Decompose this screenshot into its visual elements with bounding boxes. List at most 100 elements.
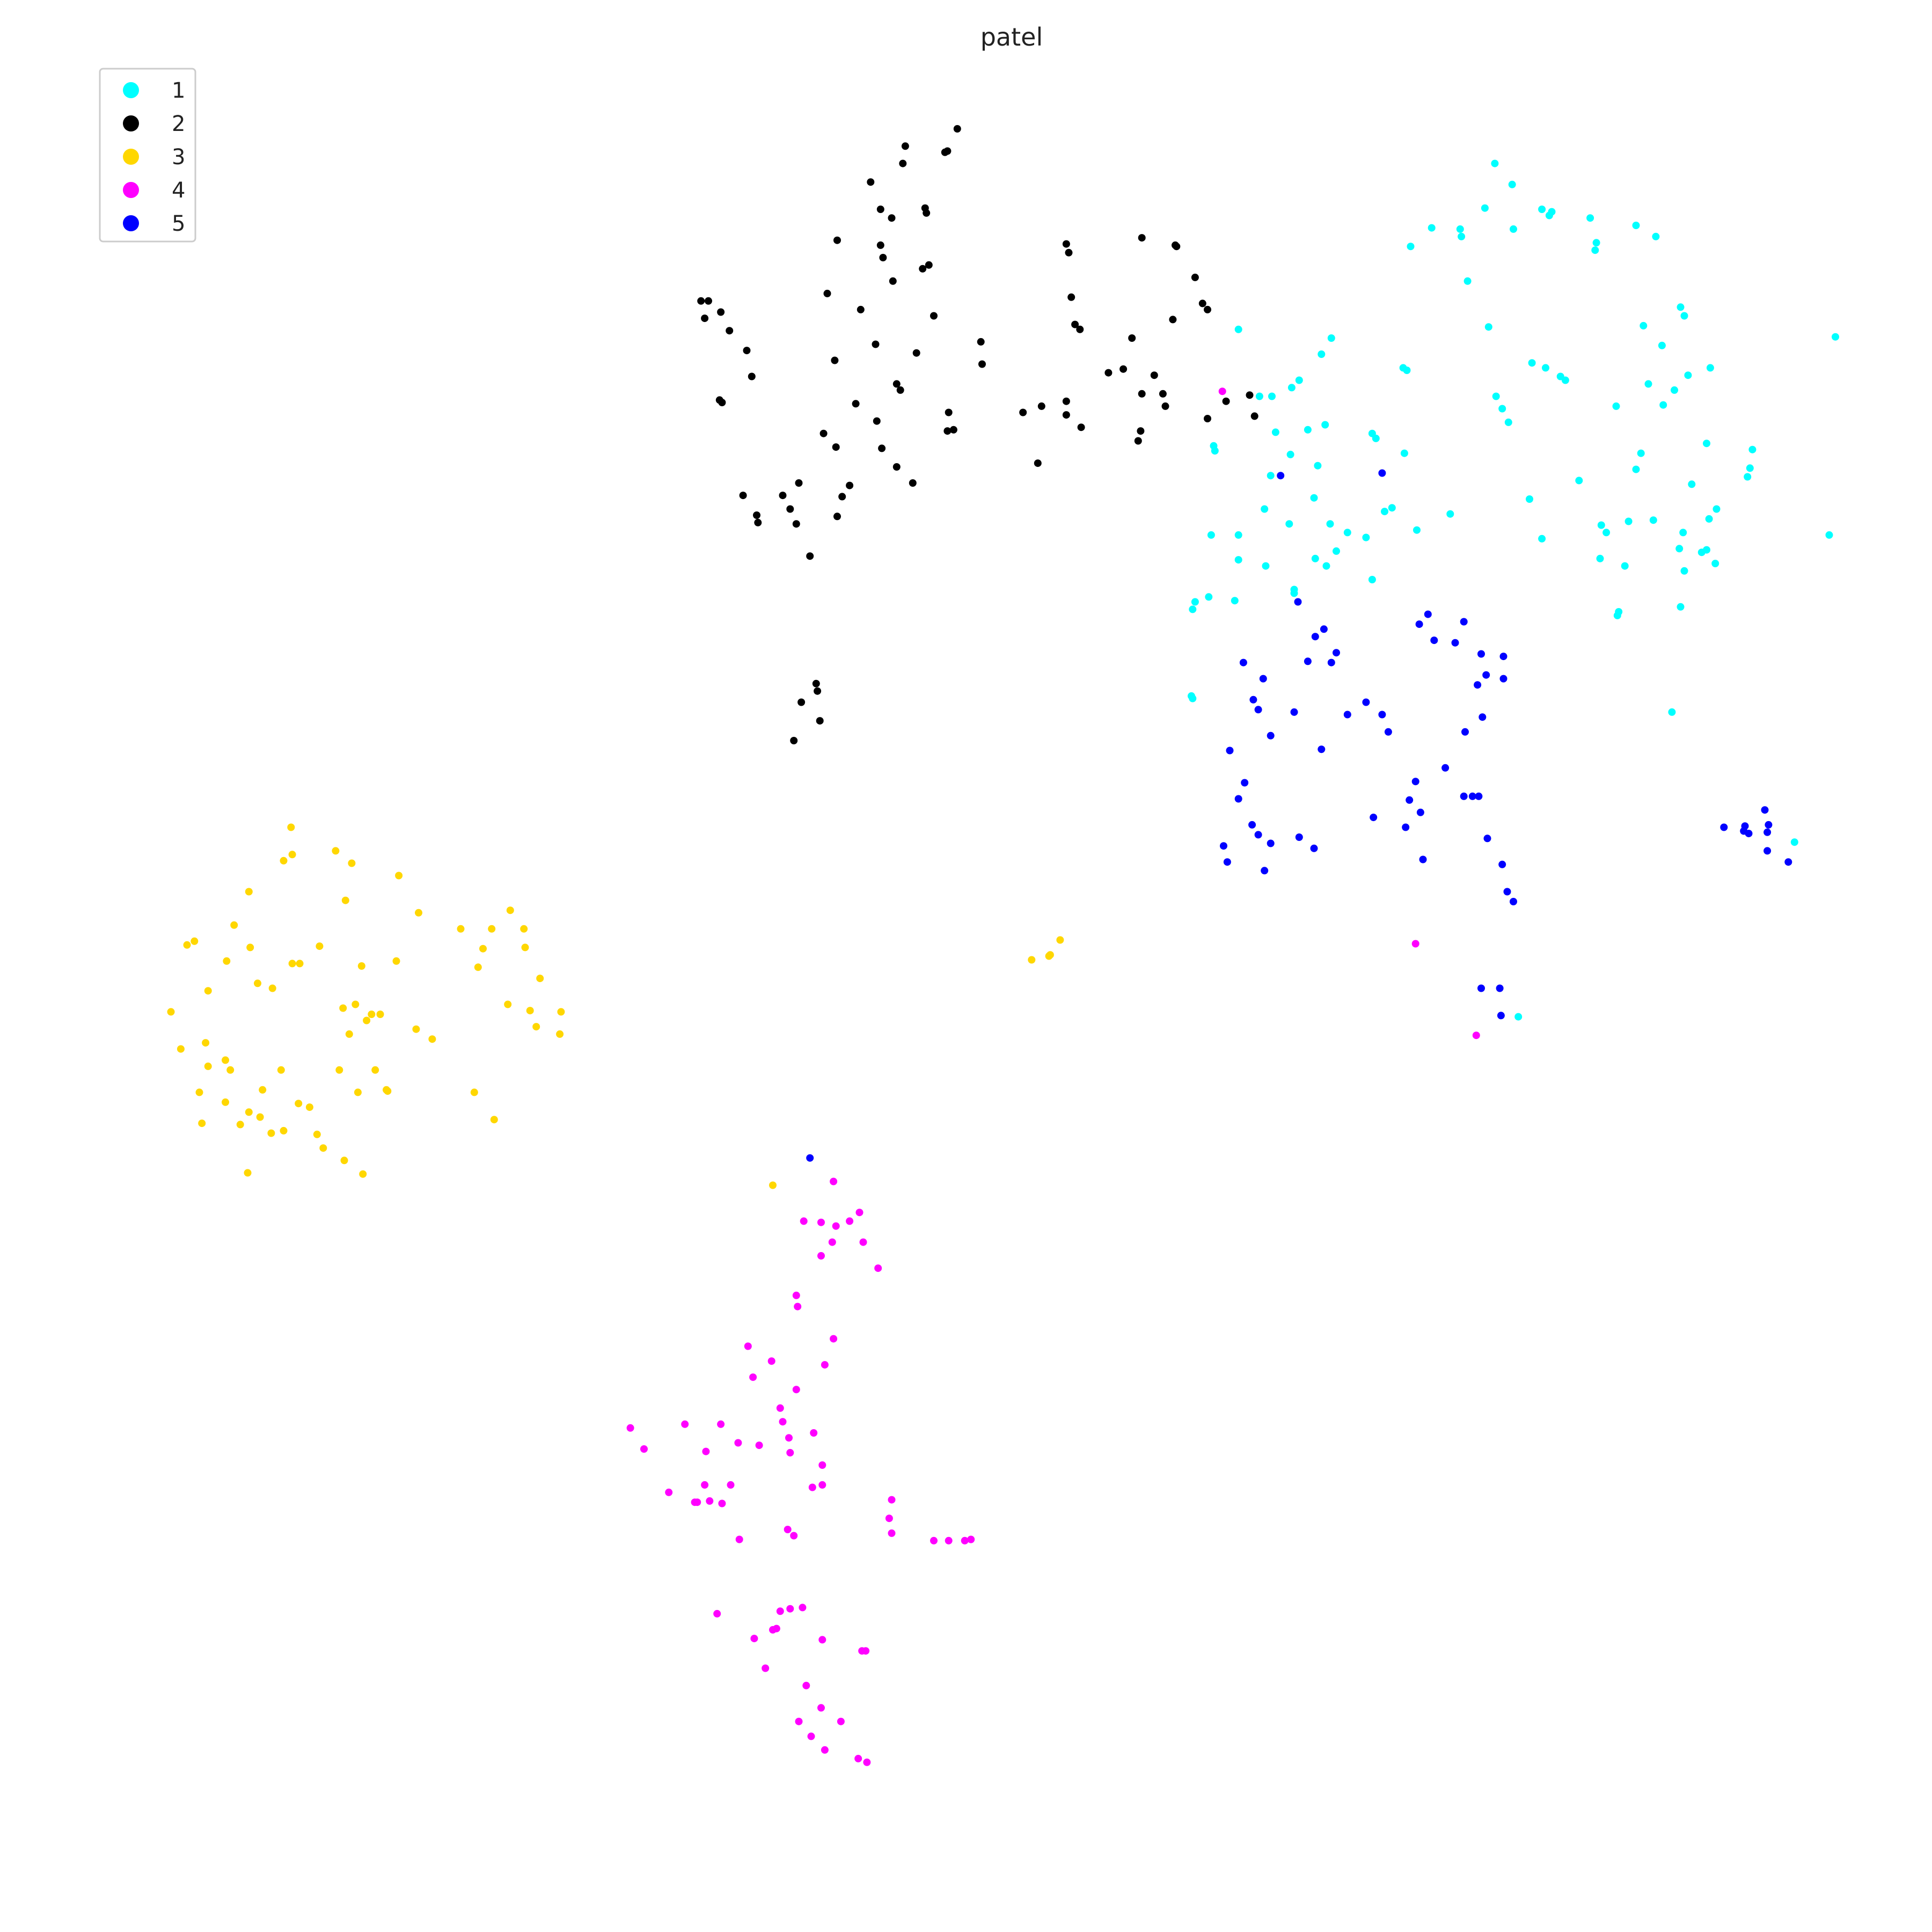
point-series-2 (1062, 397, 1070, 405)
point-series-4 (755, 1441, 763, 1450)
point-series-1 (1705, 515, 1713, 523)
point-series-3 (488, 925, 496, 933)
point-series-4 (786, 1448, 794, 1457)
point-series-3 (288, 851, 296, 859)
point-series-1 (1624, 517, 1633, 525)
point-series-1 (1191, 598, 1199, 606)
point-series-1 (1591, 246, 1599, 254)
point-series-3 (532, 1023, 540, 1031)
point-series-4 (810, 1429, 818, 1437)
point-series-4 (818, 1636, 826, 1644)
point-series-4 (888, 1496, 896, 1504)
point-series-1 (1400, 449, 1408, 457)
point-series-2 (1173, 243, 1181, 251)
legend-marker (123, 182, 139, 198)
legend-item: 3 (123, 145, 185, 170)
point-series-4 (786, 1605, 794, 1613)
point-series-2 (1065, 248, 1073, 257)
point-series-4 (821, 1361, 829, 1369)
point-series-3 (395, 872, 403, 880)
point-series-4 (681, 1420, 689, 1428)
point-series-2 (1138, 390, 1146, 398)
point-series-3 (1028, 956, 1036, 964)
point-series-1 (1632, 465, 1640, 473)
series-1 (1188, 159, 1839, 1021)
point-series-3 (223, 957, 231, 965)
point-series-5 (1477, 984, 1485, 992)
point-series-2 (901, 142, 909, 150)
point-series-3 (287, 823, 295, 831)
point-series-4 (794, 1302, 802, 1311)
legend: 1 2 3 4 5 (99, 68, 196, 243)
point-series-1 (1456, 225, 1464, 233)
point-series-4 (718, 1499, 726, 1507)
point-series-1 (1255, 392, 1263, 400)
point-series-2 (941, 148, 949, 156)
point-series-1 (1790, 838, 1798, 846)
point-series-5 (1765, 821, 1773, 829)
point-series-2 (833, 513, 841, 521)
point-series-2 (1169, 316, 1177, 324)
point-series-3 (191, 937, 199, 945)
point-series-5 (1304, 657, 1312, 665)
point-series-2 (748, 372, 756, 380)
point-series-2 (876, 241, 884, 249)
point-series-1 (1321, 421, 1329, 429)
point-series-1 (1649, 516, 1657, 524)
point-series-1 (1703, 440, 1710, 448)
point-series-2 (1134, 437, 1142, 445)
point-series-2 (857, 305, 865, 313)
point-series-1 (1491, 159, 1499, 167)
point-series-3 (354, 1088, 362, 1096)
point-series-4 (776, 1404, 784, 1412)
point-series-2 (1222, 397, 1230, 405)
point-series-5 (1320, 625, 1328, 633)
legend-item: 4 (123, 178, 185, 203)
point-series-2 (1198, 299, 1206, 308)
point-series-4 (818, 1461, 826, 1469)
point-series-2 (899, 159, 907, 167)
point-series-5 (1290, 708, 1298, 716)
point-series-1 (1234, 556, 1242, 564)
point-series-1 (1504, 418, 1512, 426)
point-series-5 (1234, 795, 1242, 803)
point-series-1 (1271, 428, 1279, 436)
point-series-3 (371, 1066, 379, 1074)
point-series-1 (1290, 589, 1298, 597)
point-series-5 (1441, 764, 1450, 772)
point-series-4 (859, 1238, 867, 1246)
chart-title: patel (980, 23, 1043, 52)
point-series-2 (726, 327, 734, 335)
point-series-1 (1261, 505, 1269, 513)
point-series-2 (831, 356, 839, 364)
point-series-3 (348, 859, 356, 867)
point-series-5 (1415, 620, 1423, 628)
point-series-3 (280, 1126, 288, 1135)
point-series-1 (1832, 333, 1839, 341)
point-series-1 (1542, 364, 1549, 372)
point-series-1 (1632, 222, 1640, 229)
point-series-1 (1621, 562, 1629, 570)
point-series-5 (1430, 636, 1438, 645)
point-series-3 (254, 979, 261, 987)
point-series-2 (1137, 427, 1145, 435)
point-series-1 (1413, 526, 1421, 534)
point-series-2 (792, 520, 800, 528)
point-series-3 (246, 943, 254, 952)
point-series-5 (1362, 698, 1370, 706)
point-series-3 (244, 1169, 252, 1177)
point-series-2 (1128, 334, 1136, 342)
point-series-2 (717, 308, 725, 316)
point-series-1 (1207, 531, 1215, 539)
legend-items: 1 2 3 4 5 (123, 78, 185, 236)
point-series-4 (717, 1420, 725, 1428)
point-series-2 (790, 737, 798, 744)
point-series-3 (230, 921, 238, 929)
point-series-5 (1378, 469, 1386, 477)
point-series-1 (1362, 533, 1370, 541)
point-series-1 (1596, 554, 1604, 562)
point-series-2 (1067, 293, 1075, 301)
point-series-1 (1446, 510, 1454, 518)
point-series-3 (479, 945, 487, 953)
point-series-3 (392, 957, 400, 965)
